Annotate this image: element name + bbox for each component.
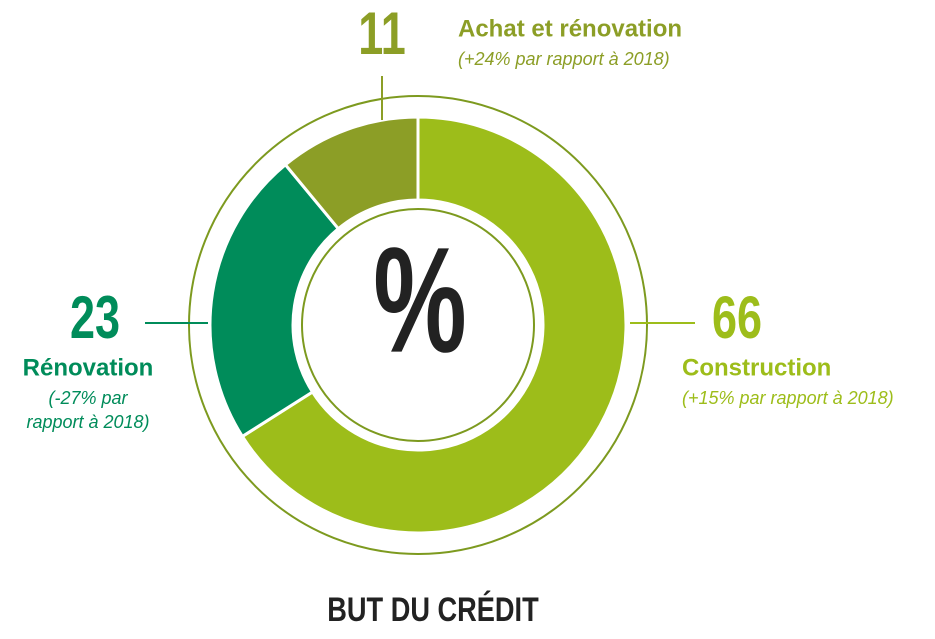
value-label: 11 (358, 1, 406, 68)
chart-title: BUT DU CRÉDIT (327, 590, 539, 629)
category-label: Rénovation (23, 354, 154, 381)
category-label: Construction (682, 354, 831, 381)
donut-slice (208, 162, 341, 439)
category-label: Achat et rénovation (458, 15, 682, 42)
value-label: 23 (70, 285, 120, 352)
outer-ring (188, 95, 648, 555)
donut-slice (283, 115, 420, 231)
inner-ring (301, 208, 535, 442)
note-label: (+15% par rapport à 2018) (682, 388, 894, 408)
note-label: (-27% par rapport à 2018) (26, 388, 149, 432)
value-label: 66 (712, 285, 762, 352)
note-label: (+24% par rapport à 2018) (458, 49, 670, 69)
center-label: % (373, 217, 466, 384)
donut-slice (240, 115, 628, 535)
